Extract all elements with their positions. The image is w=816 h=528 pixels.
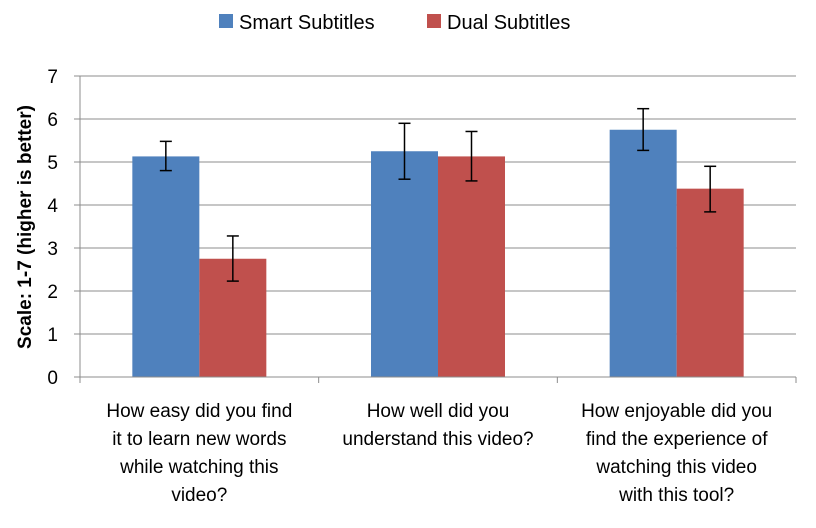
legend: Smart Subtitles Dual Subtitles <box>219 12 570 34</box>
legend-label: Smart Subtitles <box>239 12 375 34</box>
category-label: How enjoyable did you find the experience… <box>581 401 772 506</box>
legend-item: Smart Subtitles <box>219 12 375 34</box>
y-tick-label: 2 <box>47 282 58 303</box>
category-label: How easy did you find it to learn new wor… <box>106 401 292 506</box>
axes <box>74 75 797 383</box>
error-bar <box>465 130 478 182</box>
legend-item: Dual Subtitles <box>427 12 570 34</box>
y-tick-label: 0 <box>47 368 58 389</box>
category-label-line: video? <box>171 485 227 506</box>
legend-label: Dual Subtitles <box>447 12 570 34</box>
bar <box>676 188 744 377</box>
y-tick-label: 7 <box>47 67 58 88</box>
y-tick-label: 6 <box>47 110 58 131</box>
category-label-line: watching this video <box>595 457 757 478</box>
category-label-line: How enjoyable did you <box>581 401 772 422</box>
category-label-line: How well did you <box>367 401 510 422</box>
y-tick-label: 5 <box>47 153 58 174</box>
bar <box>371 151 438 377</box>
category-label-line: while watching this <box>119 457 278 478</box>
category-label: How well did you understand this video? <box>342 401 533 450</box>
y-tick-label: 4 <box>47 196 58 217</box>
category-label-line: find the experience of <box>586 429 768 450</box>
error-bar <box>704 165 717 213</box>
error-bar <box>226 235 239 282</box>
bar <box>132 156 200 377</box>
bar <box>609 129 677 377</box>
y-tick-labels: 0 1 2 3 4 5 6 7 <box>47 67 58 389</box>
category-label-line: How easy did you find <box>106 401 292 422</box>
category-label-line: understand this video? <box>342 429 533 450</box>
category-label-line: with this tool? <box>618 485 734 506</box>
bar <box>438 156 505 377</box>
error-bar <box>159 140 172 172</box>
category-label-line: it to learn new words <box>112 429 286 450</box>
error-bar <box>398 122 411 180</box>
legend-swatch <box>219 14 233 28</box>
category-labels: How easy did you find it to learn new wor… <box>106 401 772 506</box>
y-tick-label: 3 <box>47 239 58 260</box>
bars <box>132 129 744 377</box>
error-bar <box>637 107 650 152</box>
error-bars <box>159 107 717 282</box>
legend-swatch <box>427 14 441 28</box>
y-tick-label: 1 <box>47 325 58 346</box>
y-axis-label: Scale: 1-7 (higher is better) <box>15 105 36 349</box>
